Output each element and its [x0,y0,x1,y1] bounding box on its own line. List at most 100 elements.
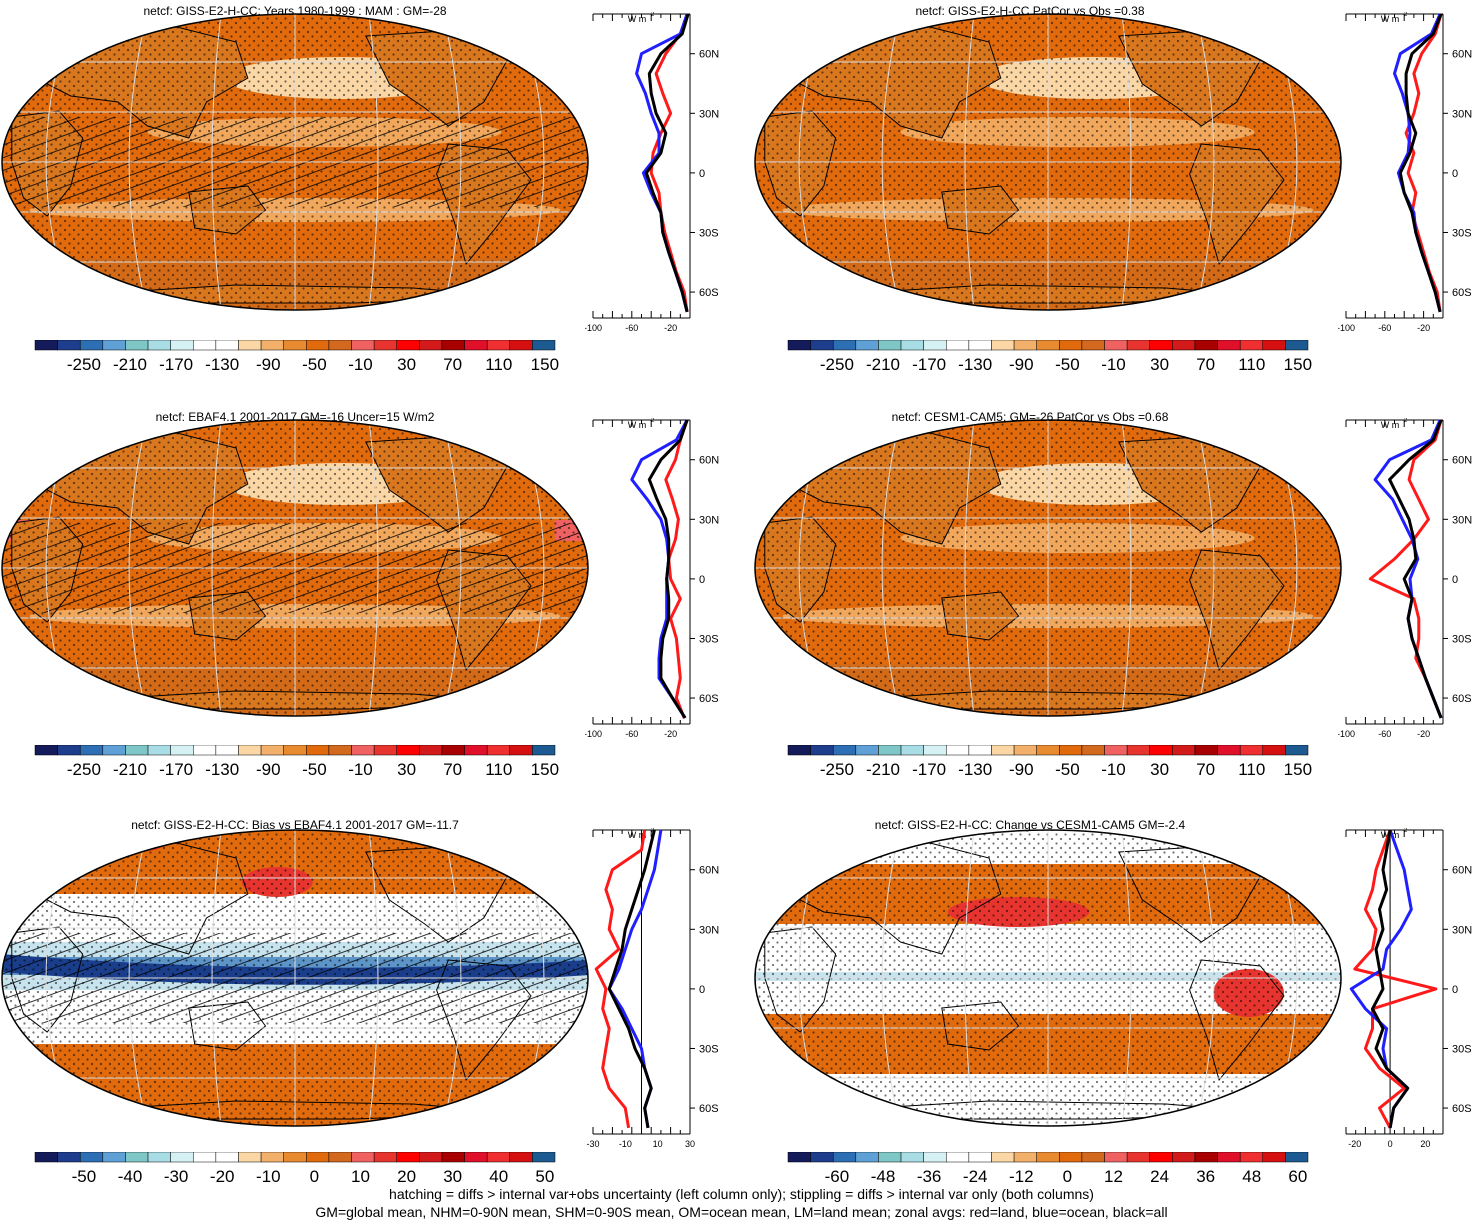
colorbar-label-0: -250 [67,760,101,779]
profile-unit-label: W m [1381,420,1400,430]
map-p6 [754,829,1342,1127]
colorbar-swatch [878,1152,902,1163]
colorbar-swatch [855,1152,879,1163]
colorbar-swatch [215,745,239,756]
colorbar-p1: -250 -210 -170 -130 -90 -50 -10 30 70 110 150 [34,340,559,374]
lat-label-3: 30S [1452,227,1472,239]
colorbar-label-6: -10 [1101,355,1126,374]
colorbar-swatch [419,745,443,756]
colorbar-swatch [170,340,194,351]
colorbar-swatch [419,340,443,351]
colorbar-swatch [373,1152,397,1163]
colorbar-label-9: 48 [1242,1167,1261,1186]
colorbar-swatch [1036,745,1060,756]
colorbar-swatch [441,1152,465,1163]
colorbar-swatch [532,1152,556,1163]
profile-xtick-1: -60 [625,323,638,332]
profile-xtick-0: -20 [1348,1139,1361,1148]
map-title-p2: netcf: GISS-E2-H-CC PatCor vs Obs =0.38 [915,4,1145,18]
colorbar-swatch [509,1152,533,1163]
lat-label-3: 30S [1452,1043,1472,1055]
map-border [754,829,1342,1127]
colorbar-swatch [1149,745,1173,756]
profile-unit-label: W m [628,420,647,430]
colorbar-swatch [832,340,857,351]
colorbar-swatch [34,745,58,756]
colorbar-swatch [79,1152,104,1163]
colorbar-label-6: -10 [1101,760,1126,779]
colorbar-swatch [923,745,947,756]
zonal-profile-p4: W m-2 60N 30N 0 30S 60S -100 -60 -20 [1338,418,1472,738]
colorbar-label-6: -10 [348,760,373,779]
profile-unit-label: W m [628,14,647,24]
profile-unit-exp: -2 [649,418,655,424]
colorbar-swatch [57,1152,81,1163]
colorbar-label-6: 12 [1104,1167,1123,1186]
colorbar-label-2: -30 [164,1167,189,1186]
colorbar-label-5: -50 [302,355,327,374]
colorbar-swatch [1239,340,1264,351]
colorbar-swatch [878,340,902,351]
colorbar-swatch [991,1152,1015,1163]
lat-label-2: 0 [699,984,705,996]
colorbar-p5: -50 -40 -30 -20 -10 0 10 20 30 40 50 [34,1152,556,1186]
colorbar-label-1: -210 [113,760,147,779]
lat-label-2: 0 [699,168,705,180]
profile-line-land [664,419,689,719]
profile-xtick-0: -100 [1338,323,1355,332]
colorbar-swatch [1262,340,1286,351]
colorbar-swatch [946,1152,970,1163]
colorbar-swatch [1126,745,1150,756]
profile-line-ocean [607,829,663,1129]
colorbar-label-2: -170 [912,355,946,374]
colorbar-swatch [306,745,330,756]
map-border [754,13,1342,311]
colorbar-label-5: -50 [302,760,327,779]
colorbar-label-3: -130 [205,760,239,779]
colorbar-label-4: -90 [1009,760,1034,779]
colorbar-swatch [923,1152,947,1163]
colorbar-swatch [283,340,307,351]
colorbar-swatch [1059,745,1083,756]
colorbar-label-6: -10 [348,355,373,374]
colorbar-swatch [1194,1152,1218,1163]
lat-label-1: 30N [699,924,719,936]
profile-xtick-0: -100 [1338,729,1355,738]
colorbar-swatch [57,340,81,351]
colorbar-swatch [1217,340,1241,351]
colorbar-label-1: -210 [866,760,900,779]
colorbar-swatch [79,745,104,756]
colorbar-swatch [900,340,924,351]
profile-xtick-2: -20 [1417,323,1430,332]
colorbar-swatch [170,745,194,756]
lat-label-4: 60S [1452,287,1472,299]
colorbar-swatch [1217,745,1241,756]
colorbar-swatch [1217,1152,1241,1163]
colorbar-swatch [464,1152,488,1163]
map-title-p3: netcf: EBAF4.1 2001-2017 GM=-16 Uncer=15… [155,410,435,424]
colorbar-label-3: -130 [958,355,992,374]
colorbar-label-10: 150 [531,355,559,374]
colorbar-p6: -60 -48 -36 -24 -12 0 12 24 36 48 60 [787,1152,1309,1186]
lat-label-1: 30N [1452,514,1472,526]
lat-label-1: 30N [699,514,719,526]
profile-xtick-1: 0 [1388,1139,1393,1148]
profile-unit-exp: -2 [1402,12,1408,18]
colorbar-swatch [968,1152,992,1163]
colorbar-label-9: 40 [489,1167,508,1186]
colorbar-label-0: -250 [820,355,854,374]
lat-label-0: 60N [699,455,719,467]
colorbar-label-10: 150 [531,760,559,779]
profile-xtick-1: -60 [625,729,638,738]
profile-line-all [1388,419,1443,719]
colorbar-swatch [486,340,511,351]
colorbar-swatch [260,1152,284,1163]
colorbar-swatch [102,745,126,756]
colorbar-label-7: 30 [397,760,416,779]
profile-line-all [1371,829,1410,1129]
colorbar-swatch [855,745,879,756]
colorbar-swatch [396,745,420,756]
map-p4 [754,419,1342,717]
lat-label-0: 60N [699,865,719,877]
profile-xtick-0: -100 [585,323,602,332]
